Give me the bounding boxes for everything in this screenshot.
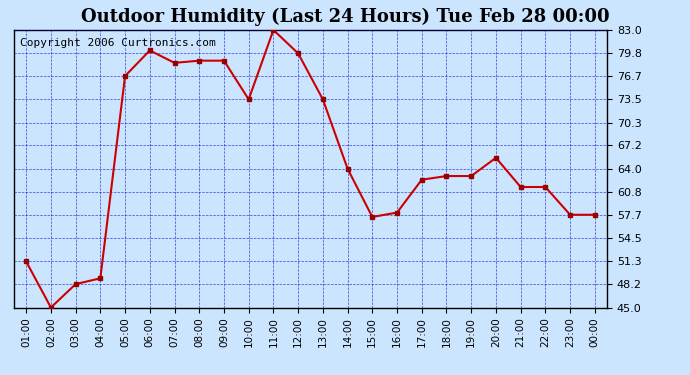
Text: Outdoor Humidity (Last 24 Hours) Tue Feb 28 00:00: Outdoor Humidity (Last 24 Hours) Tue Feb…: [81, 8, 609, 26]
Text: Copyright 2006 Curtronics.com: Copyright 2006 Curtronics.com: [20, 38, 215, 48]
